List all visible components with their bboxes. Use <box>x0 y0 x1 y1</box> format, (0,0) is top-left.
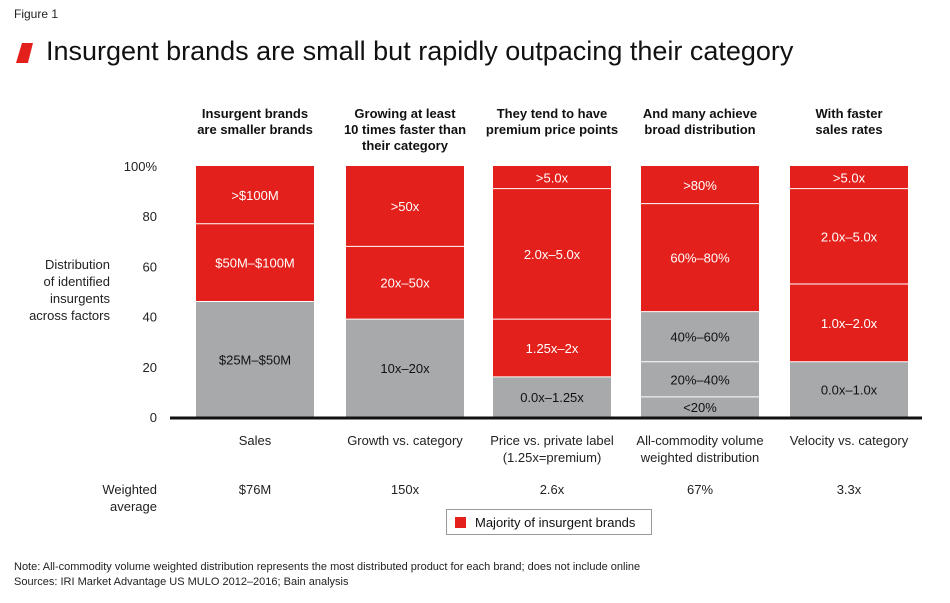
weighted-average-value: 67% <box>687 482 713 497</box>
y-axis-label: Distribution <box>45 257 110 272</box>
bar-segment <box>196 223 314 302</box>
bar-segment <box>641 166 759 204</box>
segment-label: 0.0x–1.25x <box>520 390 584 405</box>
segment-label: $25M–$50M <box>219 352 291 367</box>
bar-segment <box>493 376 611 417</box>
segment-label: >$100M <box>231 188 278 203</box>
bar-segment <box>641 396 759 417</box>
bar-segment <box>641 203 759 312</box>
figure-label: Figure 1 <box>14 7 59 21</box>
segment-label: 10x–20x <box>380 361 430 376</box>
segment-label: 2.0x–5.0x <box>524 247 581 262</box>
y-axis-label: across factors <box>29 308 110 323</box>
category-label: Velocity vs. category <box>790 433 909 448</box>
segment-label: 0.0x–1.0x <box>821 382 878 397</box>
column-header: They tend to have <box>497 106 608 121</box>
weighted-average-value: 3.3x <box>837 482 862 497</box>
chart-title: Insurgent brands are small but rapidly o… <box>46 36 794 66</box>
column-header: And many achieve <box>643 106 757 121</box>
category-label: weighted distribution <box>640 450 760 465</box>
y-axis-label: of identified <box>44 274 111 289</box>
y-axis-label: insurgents <box>50 291 110 306</box>
bar-segment <box>790 283 908 362</box>
y-tick-label: 60 <box>143 259 157 274</box>
segment-label: 2.0x–5.0x <box>821 229 878 244</box>
column-header: sales rates <box>815 122 882 137</box>
segment-label: >50x <box>391 199 420 214</box>
weighted-average-label: Weighted <box>102 482 157 497</box>
y-tick-label: 40 <box>143 310 157 325</box>
weighted-average-value: $76M <box>239 482 272 497</box>
column-header: With faster <box>815 106 882 121</box>
bar-segment <box>790 188 908 284</box>
segment-label: 1.25x–2x <box>526 341 579 356</box>
bar-segment <box>346 166 464 247</box>
bar-segment <box>493 319 611 377</box>
segment-label: <20% <box>683 400 717 415</box>
column-header: Insurgent brands <box>202 106 308 121</box>
bar-segment <box>790 361 908 417</box>
bar-segment <box>493 166 611 189</box>
bar-segment <box>346 319 464 417</box>
bar-segment <box>196 166 314 224</box>
segment-label: 20x–50x <box>380 276 430 291</box>
category-label: All-commodity volume <box>636 433 763 448</box>
y-tick-label: 0 <box>150 410 157 425</box>
segment-label: >5.0x <box>536 170 569 185</box>
y-tick-label: 80 <box>143 209 157 224</box>
segment-label: 40%–60% <box>670 330 730 345</box>
segment-label: 20%–40% <box>670 372 730 387</box>
y-tick-label: 20 <box>143 360 157 375</box>
bar-segment <box>641 311 759 362</box>
column-header: their category <box>362 138 449 153</box>
bar-segment <box>196 301 314 417</box>
bar-segment <box>346 246 464 320</box>
bar-segment <box>493 188 611 320</box>
legend-label: Majority of insurgent brands <box>475 515 636 530</box>
segment-label: >80% <box>683 178 717 193</box>
segment-label: $50M–$100M <box>215 256 295 271</box>
column-header: premium price points <box>486 122 618 137</box>
category-label: Sales <box>239 433 272 448</box>
weighted-average-value: 150x <box>391 482 420 497</box>
column-header: Growing at least <box>354 106 456 121</box>
legend-swatch-majority <box>455 517 466 528</box>
weighted-average-value: 2.6x <box>540 482 565 497</box>
category-label: Price vs. private label <box>490 433 614 448</box>
bar-segment <box>641 361 759 397</box>
y-tick-label: 100% <box>124 159 158 174</box>
column-header: broad distribution <box>644 122 755 137</box>
segment-label: >5.0x <box>833 170 866 185</box>
category-label: Growth vs. category <box>347 433 463 448</box>
column-header: are smaller brands <box>197 122 313 137</box>
legend: Majority of insurgent brands <box>446 509 652 535</box>
segment-label: 1.0x–2.0x <box>821 316 878 331</box>
column-header: 10 times faster than <box>344 122 466 137</box>
chart-sources: Sources: IRI Market Advantage US MULO 20… <box>14 576 349 588</box>
weighted-average-label: average <box>110 499 157 514</box>
bar-segment <box>790 166 908 189</box>
segment-label: 60%–80% <box>670 251 730 266</box>
category-label: (1.25x=premium) <box>503 450 602 465</box>
chart-note: Note: All-commodity volume weighted dist… <box>14 561 641 573</box>
